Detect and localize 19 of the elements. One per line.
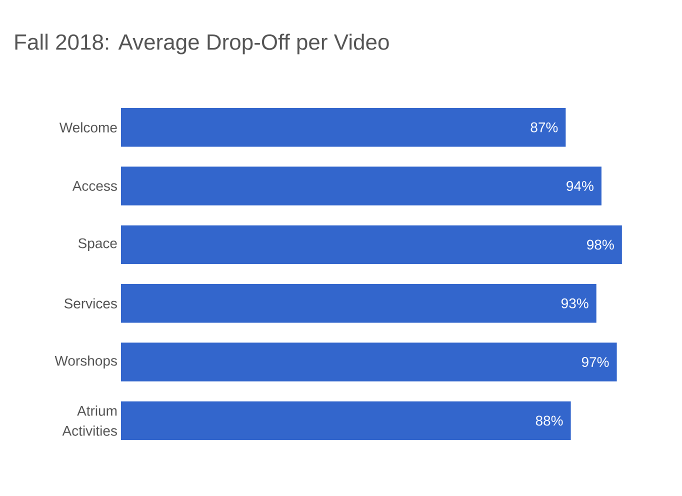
data-label: 97% [582,357,609,367]
bar [121,284,596,323]
data-label: 94% [566,181,594,191]
y-tick-label: Space [78,238,117,252]
y-tick-label: Worshops [54,355,117,369]
y-tick-label: Atrium Activities [62,406,117,436]
data-label: 88% [536,416,563,426]
data-label: 87% [530,122,558,132]
data-label: 93% [561,298,588,308]
bar [121,225,622,264]
y-tick-label: Access [72,181,117,191]
data-label: 98% [587,240,614,250]
bar [121,401,571,440]
y-tick-label: Services [64,298,117,308]
bar [121,342,617,382]
bar [121,166,602,206]
chart-title: Fall 2018: Average Drop-Off per Video [15,34,389,54]
y-tick-label: Welcome [59,122,117,132]
bar [121,108,566,147]
